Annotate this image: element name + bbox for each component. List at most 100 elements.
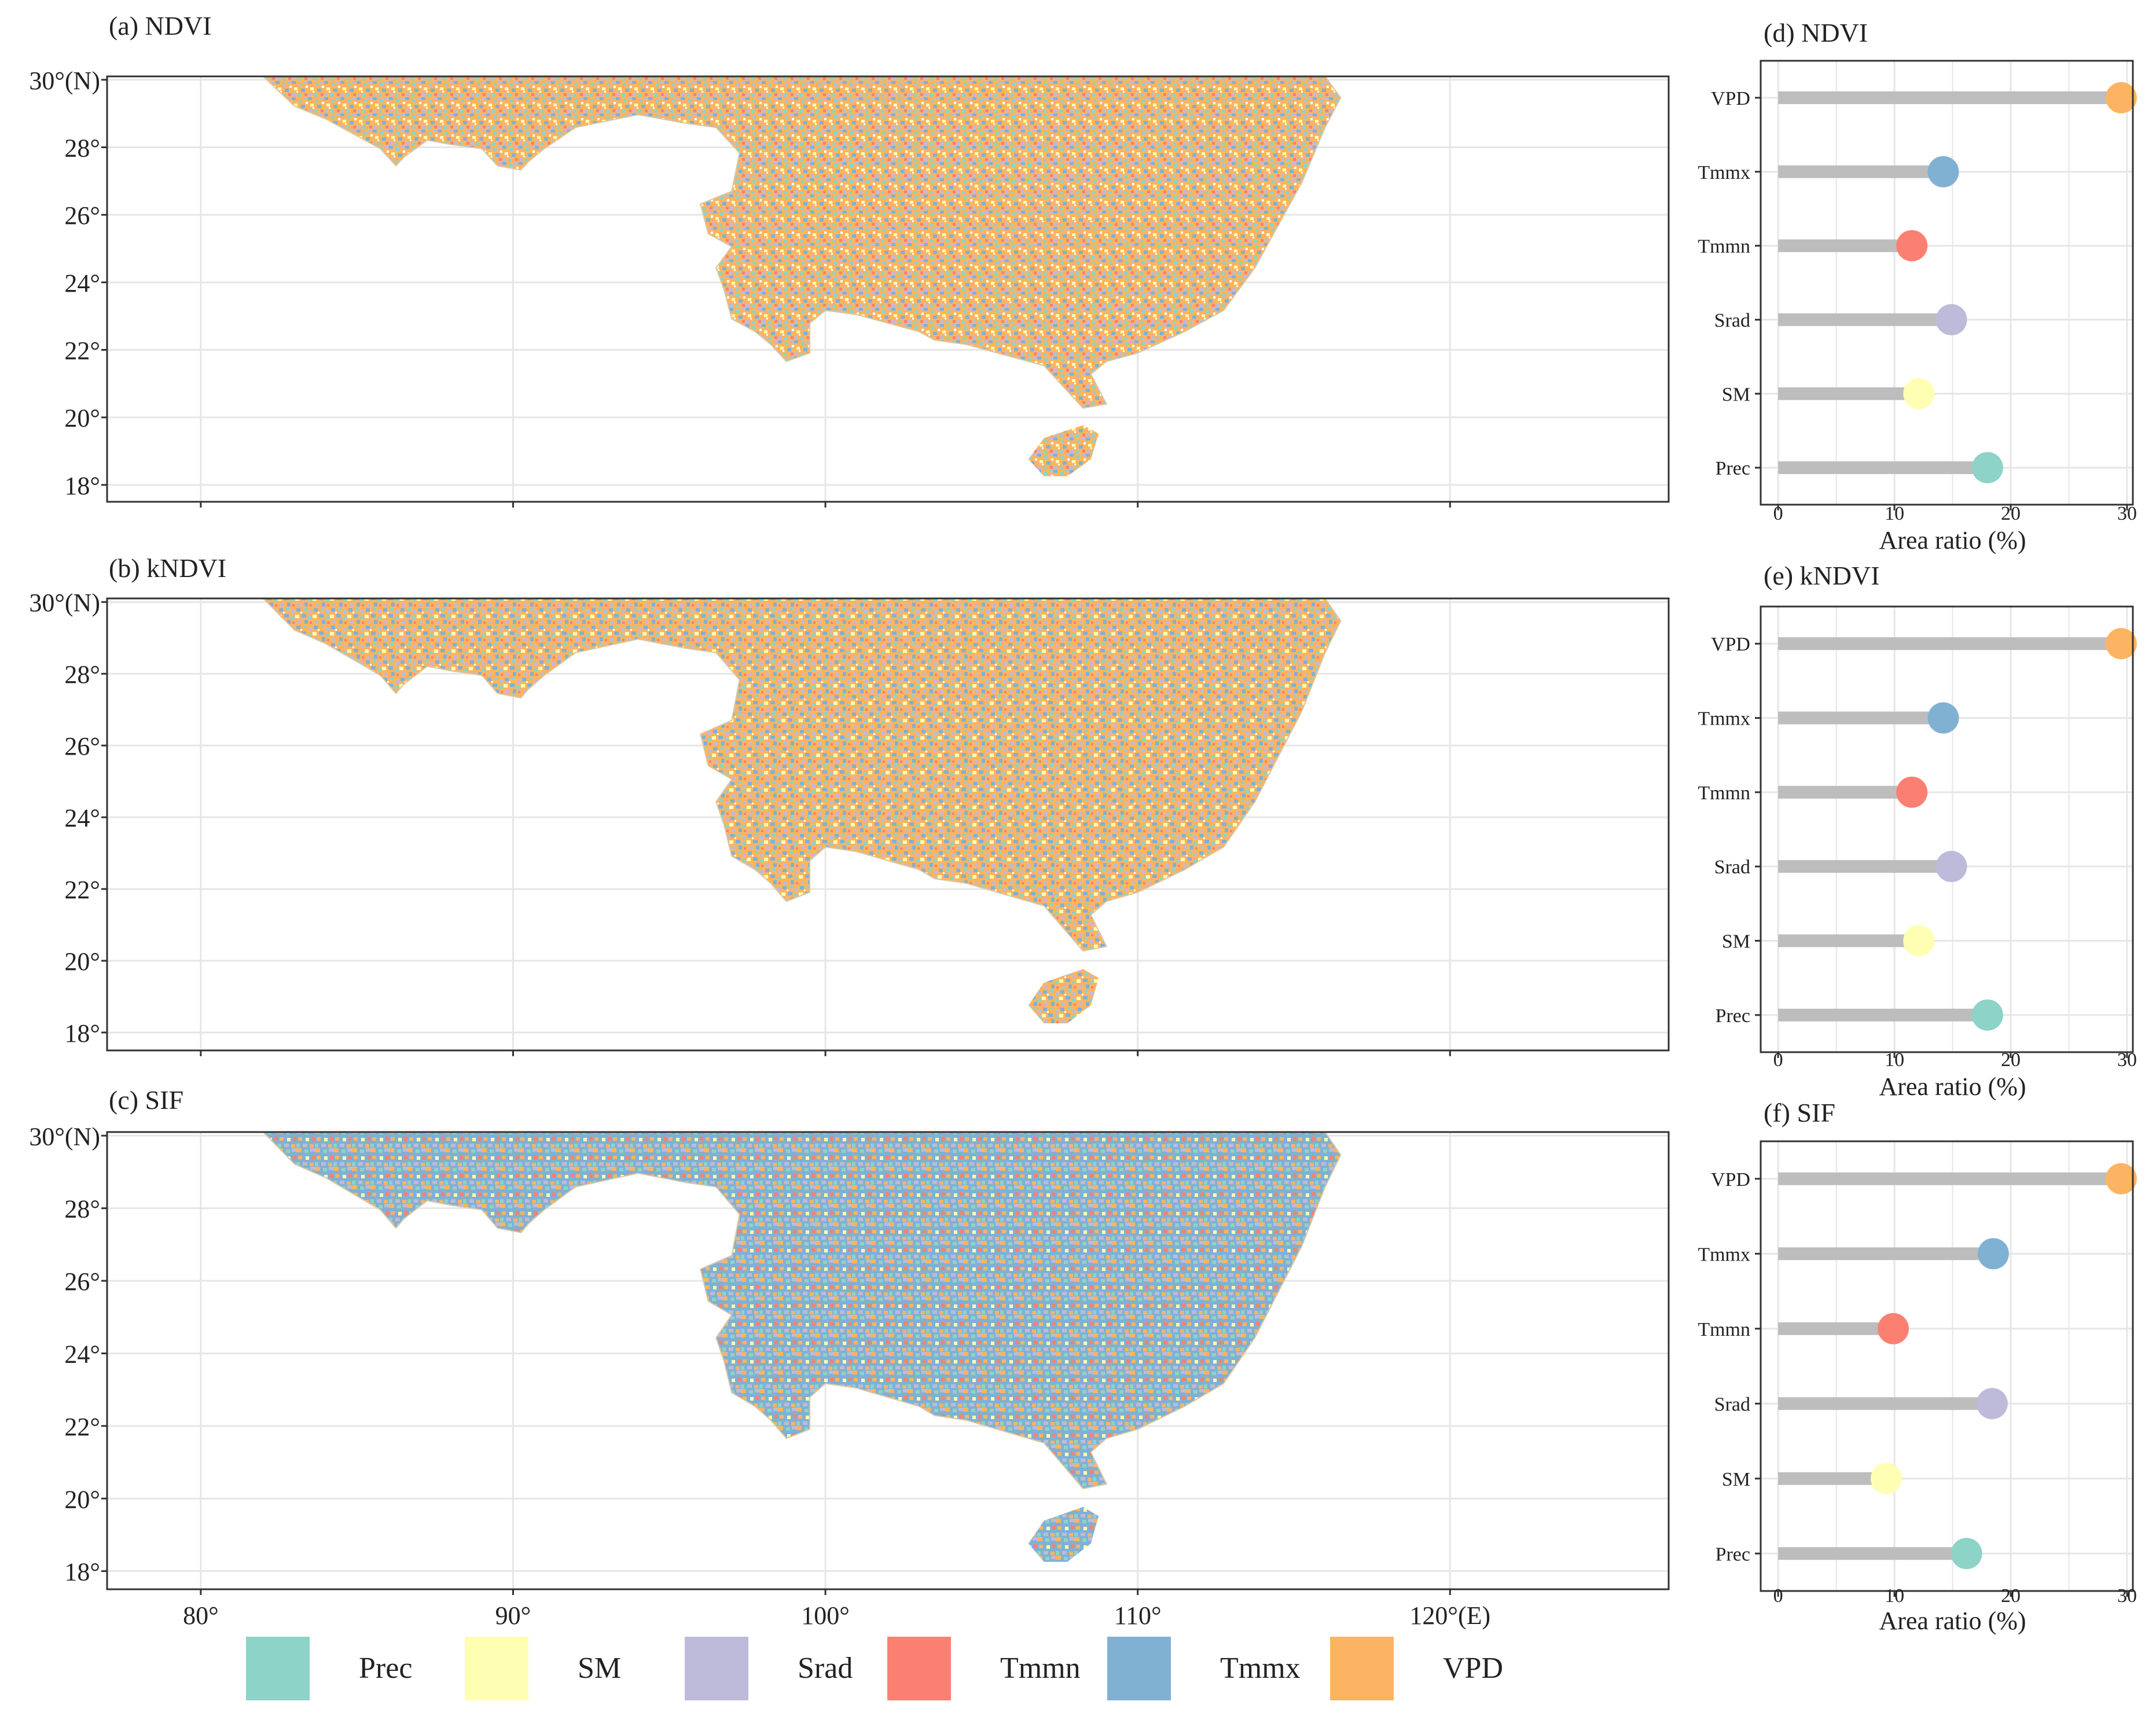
map-x-tick-label: 80° [183, 1601, 219, 1630]
lollipop-category-label: VPD [1711, 1169, 1750, 1190]
lollipop-point-tmmn [1896, 776, 1928, 808]
lollipop-point-tmmn [1878, 1313, 1909, 1344]
lollipop-point-srad [1935, 851, 1967, 883]
map-y-tick-label: 28° [64, 1195, 100, 1223]
map-y-tick-label: 22° [64, 337, 100, 365]
lollipop-category-label: Srad [1714, 310, 1750, 331]
lollipop-point-prec [1971, 999, 2003, 1031]
lollipop-category-label: Tmmn [1698, 1319, 1750, 1340]
lollipop-point-tmmx [1927, 156, 1959, 188]
lollipop-point-vpd [2105, 628, 2137, 660]
map-y-tick-label: 24° [64, 269, 100, 297]
map-y-tick-label: 22° [64, 876, 100, 904]
lollipop-category-label: VPD [1711, 88, 1750, 109]
color-legend: Prec SM Srad Tmmn Tmmx VPD [0, 1635, 2156, 1704]
map-y-tick-label: 24° [64, 804, 100, 832]
map-y-tick-label: 18° [64, 1019, 100, 1048]
map-y-tick-label: 26° [64, 201, 100, 230]
map-island-polygon [1028, 425, 1099, 476]
lollipop-panel-1: VPD Tmmx Tmmn Srad SM Prec 0 10 20 30 Area ratio (… [1698, 18, 2137, 554]
legend-item-tmmn: Tmmn [887, 1635, 1081, 1702]
legend-item-prec: Prec [246, 1635, 412, 1702]
map-x-tick-label: 110° [1114, 1601, 1162, 1630]
legend-item-sm: SM [465, 1635, 621, 1702]
map-x-tick-label: 100° [801, 1601, 850, 1630]
lollipop-x-tick-label: 10 [1885, 503, 1904, 524]
lollipop-x-tick-label: 30 [2117, 1585, 2137, 1607]
lollipop-x-tick-label: 0 [1773, 1049, 1783, 1071]
map-panel-border [106, 1131, 1670, 1590]
lollipop-category-label: Srad [1714, 1394, 1750, 1415]
lollipop-category-label: Prec [1716, 458, 1750, 479]
map-y-tick-label: 30°(N) [29, 589, 100, 617]
map-y-tick-label: 24° [64, 1340, 100, 1368]
legend-item-srad: Srad [685, 1635, 853, 1702]
lollipop-x-tick-label: 20 [2001, 503, 2021, 524]
legend-item-vpd: VPD [1330, 1635, 1503, 1702]
map-panel-2: (b) kNDVI 30°(N) 28° 26° 24° 22° 20° 18° [29, 553, 1670, 1056]
lollipop-point-srad [1935, 304, 1967, 336]
lollipop-panel-2: VPD Tmmx Tmmn Srad SM Prec 0 10 20 30 Area ratio (… [1698, 561, 2137, 1101]
map-region [262, 598, 1342, 1024]
map-y-tick-label: 26° [64, 1267, 100, 1296]
map-y-tick-label: 20° [64, 1485, 100, 1513]
lollipop-x-tick-label: 0 [1773, 1585, 1783, 1607]
legend-label-vpd: VPD [1443, 1652, 1504, 1685]
legend-swatch-tmmx [1107, 1636, 1171, 1700]
lollipop-point-vpd [2105, 82, 2137, 113]
lollipop-x-tick-label: 10 [1885, 1585, 1904, 1607]
lollipop-point-tmmn [1896, 230, 1928, 262]
map-panel-title: (b) kNDVI [109, 553, 226, 583]
lollipop-category-label: Tmmx [1698, 162, 1750, 183]
map-mainland-polygon [262, 1132, 1342, 1490]
lollipop-point-sm [1903, 378, 1935, 410]
lollipop-x-axis-label: Area ratio (%) [1879, 1607, 2026, 1635]
legend-label-tmmx: Tmmx [1220, 1652, 1301, 1685]
map-mainland-polygon [262, 76, 1342, 409]
map-island-polygon [1028, 1506, 1099, 1562]
map-panel-1: (a) NDVI 30°(N) 28° 26° 24° 22° 20° 18° [29, 11, 1670, 508]
legend-swatch-srad [685, 1636, 748, 1700]
legend-label-sm: SM [578, 1652, 622, 1685]
legend-label-srad: Srad [798, 1652, 853, 1685]
legend-swatch-vpd [1330, 1636, 1394, 1700]
lollipop-category-label: Prec [1716, 1544, 1750, 1565]
lollipop-panel-border [1760, 1140, 2134, 1592]
legend-item-tmmx: Tmmx [1107, 1635, 1301, 1702]
map-y-tick-label: 20° [64, 404, 100, 432]
lollipop-category-label: Tmmn [1698, 236, 1750, 258]
map-panel-title: (c) SIF [109, 1085, 183, 1115]
lollipop-panel-3: VPD Tmmx Tmmn Srad SM Prec 0 10 20 30 Area ratio (… [1698, 1098, 2137, 1635]
map-y-tick-label: 18° [64, 1558, 100, 1586]
lollipop-point-vpd [2105, 1163, 2137, 1195]
lollipop-category-label: Tmmn [1698, 782, 1750, 804]
lollipop-x-tick-label: 30 [2117, 1049, 2137, 1071]
map-y-tick-label: 18° [64, 472, 100, 500]
lollipop-panel-title: (f) SIF [1764, 1098, 1835, 1127]
map-panel-title: (a) NDVI [109, 11, 212, 41]
lollipop-panel-title: (d) NDVI [1764, 18, 1868, 47]
legend-swatch-tmmn [887, 1636, 951, 1700]
lollipop-point-sm [1871, 1463, 1902, 1494]
map-y-tick-label: 22° [64, 1413, 100, 1441]
lollipop-panel-title: (e) kNDVI [1764, 561, 1880, 590]
lollipop-point-srad [1976, 1388, 2008, 1420]
lollipop-category-label: VPD [1711, 634, 1750, 655]
map-panel-border [106, 597, 1670, 1052]
lollipop-x-tick-label: 20 [2001, 1049, 2021, 1071]
map-y-tick-label: 28° [64, 134, 100, 163]
lollipop-x-tick-label: 20 [2001, 1585, 2021, 1607]
lollipop-category-label: Srad [1714, 857, 1750, 878]
lollipop-point-prec [1971, 452, 2003, 484]
lollipop-point-tmmx [1927, 702, 1959, 734]
map-y-tick-label: 30°(N) [29, 67, 100, 95]
map-y-tick-label: 20° [64, 947, 100, 976]
legend-swatch-sm [465, 1636, 528, 1700]
map-x-tick-label: 120°(E) [1409, 1601, 1490, 1630]
legend-swatch-prec [246, 1636, 310, 1700]
lollipop-point-prec [1951, 1538, 1982, 1570]
lollipop-category-label: Prec [1716, 1005, 1750, 1027]
lollipop-x-axis-label: Area ratio (%) [1879, 1072, 2026, 1101]
map-y-tick-label: 28° [64, 660, 100, 689]
